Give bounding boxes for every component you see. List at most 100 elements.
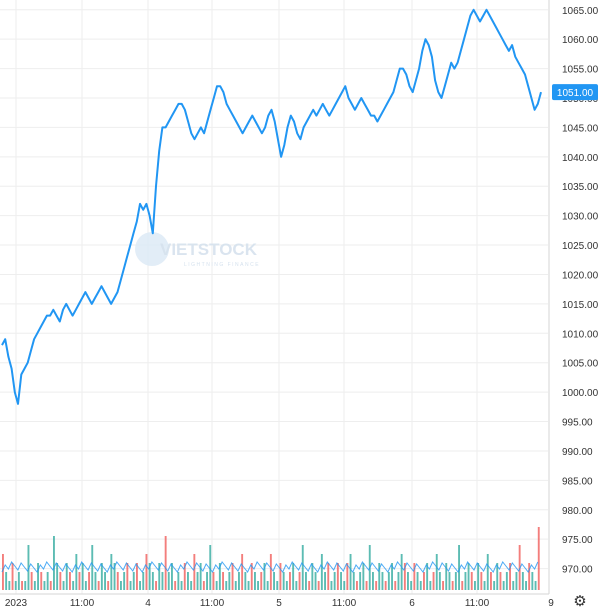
volume-bar (442, 581, 444, 590)
y-tick-label: 975.00 (562, 535, 593, 546)
volume-bar (49, 581, 52, 590)
volume-bar (461, 581, 464, 590)
volume-bar (75, 554, 78, 590)
volume-bar (429, 581, 432, 590)
volume-bar (5, 572, 8, 590)
volume-bar (65, 563, 68, 590)
volume-bar (193, 554, 196, 590)
volume-bar (340, 572, 342, 590)
volume-bar (145, 554, 148, 590)
volume-bar (263, 563, 266, 590)
x-tick-label: 11:00 (332, 598, 357, 609)
x-tick-label: 9 (548, 598, 554, 609)
volume-bar (81, 563, 84, 590)
gear-icon[interactable]: ⚙ (573, 592, 587, 610)
volume-bar (177, 572, 180, 590)
volume-bar (458, 545, 460, 590)
volume-bar (225, 581, 228, 590)
volume-bar (273, 572, 275, 590)
x-tick-label: 6 (409, 598, 415, 609)
volume-bar (72, 581, 75, 590)
volume-bar (518, 545, 521, 590)
volume-bar (534, 581, 537, 590)
y-tick-label: 1055.00 (562, 65, 599, 76)
volume-bar (142, 572, 145, 590)
y-tick-label: 1020.00 (562, 270, 599, 281)
volume-bar (183, 563, 186, 590)
volume-bar (94, 572, 97, 590)
volume-bar (161, 572, 164, 590)
volume-bar (250, 563, 253, 590)
watermark-logo: VIETSTOCK LIGHTNING FINANCE (135, 232, 260, 268)
volume-bar (104, 572, 106, 590)
volume-bar (247, 581, 250, 590)
y-tick-label: 1010.00 (562, 329, 599, 340)
volume-bar (486, 554, 489, 590)
volume-bar (43, 581, 46, 590)
volume-bar (174, 581, 177, 590)
x-axis-background (0, 594, 602, 611)
volume-bar (158, 563, 161, 590)
y-tick-label: 995.00 (562, 418, 593, 429)
x-tick-label: 11:00 (200, 598, 225, 609)
volume-bar (454, 572, 457, 590)
volume-bar (308, 581, 311, 590)
volume-bar (84, 581, 87, 590)
volume-bar (167, 572, 170, 590)
volume-bar (116, 572, 119, 590)
x-tick-label: 4 (145, 598, 151, 609)
volume-bar (260, 572, 263, 590)
x-tick-label: 11:00 (70, 598, 95, 609)
volume-bar (37, 563, 39, 590)
y-tick-label: 970.00 (562, 565, 593, 576)
volume-bar (435, 554, 438, 590)
volume-bar (62, 581, 65, 590)
volume-bar (496, 563, 499, 590)
volume-bar (244, 572, 247, 590)
volume-bar (324, 572, 326, 590)
watermark-subtext: LIGHTNING FINANCE (184, 262, 260, 268)
volume-bar (448, 572, 451, 590)
volume-bar (509, 563, 511, 590)
volume-bar (187, 572, 189, 590)
watermark-text: VIETSTOCK (160, 240, 258, 259)
volume-bar (512, 581, 515, 590)
volume-bar (467, 563, 470, 590)
volume-bar (199, 563, 202, 590)
volume-bar (407, 572, 409, 590)
volume-bar (493, 581, 496, 590)
volume-bars (2, 527, 540, 590)
volume-bar (343, 581, 346, 590)
volume-bar (317, 581, 320, 590)
volume-bar (314, 572, 317, 590)
volume-bar (381, 572, 384, 590)
volume-bar (218, 563, 221, 590)
volume-bar (2, 554, 4, 590)
volume-bar (202, 581, 205, 590)
volume-bar (27, 545, 30, 590)
volume-bar (11, 563, 14, 590)
volume-bar (151, 572, 154, 590)
volume-bar (378, 563, 381, 590)
y-tick-label: 1045.00 (562, 123, 599, 134)
y-tick-label: 1060.00 (562, 35, 599, 46)
volume-bar (276, 581, 279, 590)
volume-bar (356, 581, 358, 590)
y-tick-label: 1005.00 (562, 359, 599, 370)
volume-bar (209, 545, 212, 590)
volume-bar (528, 563, 531, 590)
volume-bar (403, 563, 406, 590)
volume-bar (362, 563, 365, 590)
volume-bar (269, 554, 272, 590)
price-series (1, 8, 542, 405)
volume-bar (394, 581, 397, 590)
y-tick-label: 1035.00 (562, 182, 599, 193)
volume-bar (537, 527, 540, 590)
volume-bar (238, 572, 240, 590)
y-tick-label: 1000.00 (562, 388, 599, 399)
volume-bar (336, 563, 339, 590)
volume-bar (365, 581, 368, 590)
volume-bar (432, 572, 435, 590)
volume-bar (24, 581, 27, 590)
